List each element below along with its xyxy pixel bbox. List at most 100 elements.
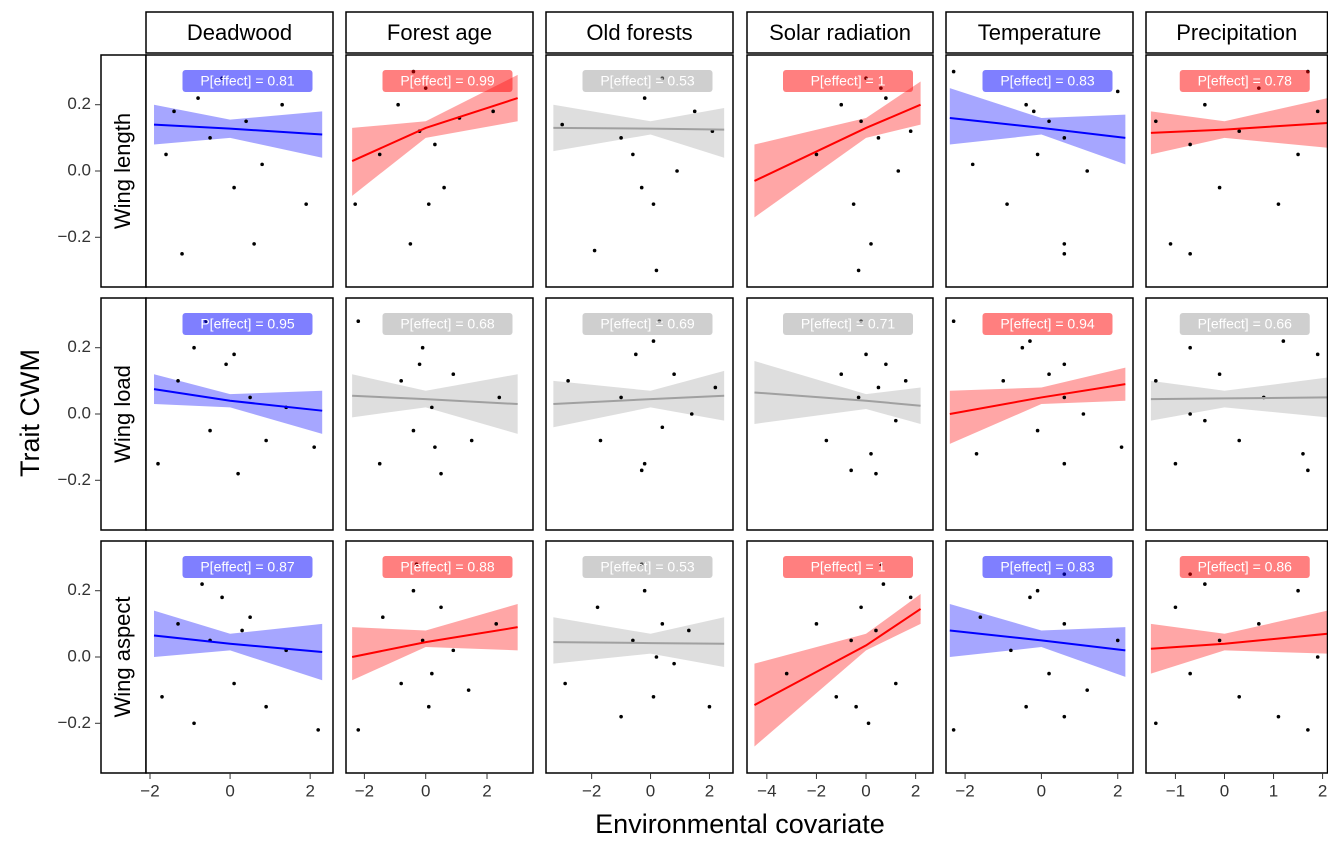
data-point	[1115, 89, 1120, 94]
confidence-ribbon	[754, 81, 921, 218]
data-point	[970, 162, 975, 167]
data-point	[399, 681, 403, 686]
p-effect-label: P[effect] = 0.95	[200, 316, 295, 332]
label-box	[1179, 313, 1310, 335]
data-point	[248, 395, 252, 400]
data-point	[312, 445, 316, 449]
data-point	[1203, 102, 1207, 107]
panel-background	[546, 541, 733, 773]
label-box	[582, 556, 713, 578]
label-box	[783, 556, 913, 578]
panel: P[effect] = 0.66	[1145, 297, 1328, 531]
panel: P[effect] = 0.88	[345, 540, 534, 774]
panel: P[effect] = 0.83	[945, 54, 1134, 288]
data-point	[896, 169, 901, 173]
data-point	[196, 96, 200, 100]
x-tick-label: 2	[305, 781, 314, 800]
data-point	[399, 379, 403, 383]
panel: P[effect] = 1	[746, 54, 934, 288]
data-point	[1257, 622, 1261, 626]
strip-box	[945, 11, 1134, 54]
x-tick-label: −1	[1166, 781, 1185, 800]
data-point	[839, 102, 844, 107]
data-point	[1062, 395, 1067, 400]
regression-line	[753, 608, 922, 706]
data-point	[903, 379, 908, 383]
x-tick-label: 2	[1318, 781, 1327, 800]
data-point	[396, 102, 400, 107]
data-point	[619, 395, 623, 400]
data-point	[1085, 169, 1090, 173]
x-tick-label: −4	[757, 781, 776, 800]
p-effect-label: P[effect] = 0.83	[1000, 559, 1095, 575]
p-effect-label: P[effect] = 0.81	[200, 73, 295, 89]
data-point	[172, 109, 176, 114]
panel-background	[346, 298, 533, 530]
data-point	[1188, 142, 1192, 147]
data-point	[1173, 605, 1178, 610]
data-point	[1035, 428, 1040, 433]
data-point	[689, 412, 694, 416]
data-point	[426, 202, 431, 206]
label-box	[982, 313, 1113, 335]
data-point	[1047, 671, 1051, 676]
strip-box	[145, 11, 334, 54]
regression-line	[949, 383, 1126, 415]
data-point	[439, 471, 443, 476]
panel: P[effect] = 0.78	[1145, 54, 1328, 288]
panel-border	[545, 297, 734, 531]
data-point	[566, 379, 570, 383]
data-point	[598, 438, 603, 443]
regression-line	[351, 97, 518, 162]
data-point	[619, 136, 623, 140]
row-strip-box	[100, 297, 147, 531]
panel-border	[746, 297, 934, 531]
data-point	[466, 688, 471, 692]
p-effect-label: P[effect] = 0.78	[1198, 73, 1293, 89]
data-point	[876, 136, 881, 140]
data-point	[411, 588, 416, 593]
data-point	[874, 471, 878, 476]
data-point	[824, 438, 829, 443]
data-point	[264, 704, 268, 709]
x-tick-label: −2	[807, 781, 826, 800]
strip-box	[545, 11, 734, 54]
data-point	[1296, 152, 1300, 157]
data-point	[1237, 129, 1242, 134]
label-box	[382, 556, 513, 578]
data-point	[176, 622, 180, 626]
label-box	[182, 70, 313, 92]
data-point	[687, 628, 691, 633]
data-point	[654, 655, 659, 659]
data-point	[1062, 362, 1067, 367]
panel-background	[546, 298, 733, 530]
panel-background	[346, 541, 533, 773]
regression-line	[754, 391, 921, 407]
data-point	[1005, 202, 1009, 206]
data-point	[156, 461, 160, 466]
panel-background	[1146, 298, 1328, 530]
data-point	[849, 638, 853, 643]
data-point	[651, 339, 656, 343]
panel-background	[946, 298, 1133, 530]
panel: P[effect] = 1	[746, 540, 934, 774]
data-point	[1296, 588, 1300, 593]
data-point	[784, 671, 789, 676]
row-strip-box	[100, 540, 147, 774]
label-box	[582, 313, 713, 335]
data-point	[439, 605, 443, 610]
data-point	[634, 352, 638, 357]
data-point	[356, 728, 361, 732]
x-tick-label: 0	[861, 781, 870, 800]
data-point	[894, 418, 898, 423]
panel-border	[345, 54, 534, 288]
label-box	[182, 556, 313, 578]
data-point	[380, 615, 385, 620]
panel-border	[945, 54, 1134, 288]
data-point	[866, 721, 871, 726]
regression-line	[153, 388, 323, 412]
data-point	[894, 681, 898, 686]
confidence-ribbon	[352, 603, 518, 681]
confidence-ribbon	[352, 374, 518, 434]
data-point	[420, 345, 425, 350]
